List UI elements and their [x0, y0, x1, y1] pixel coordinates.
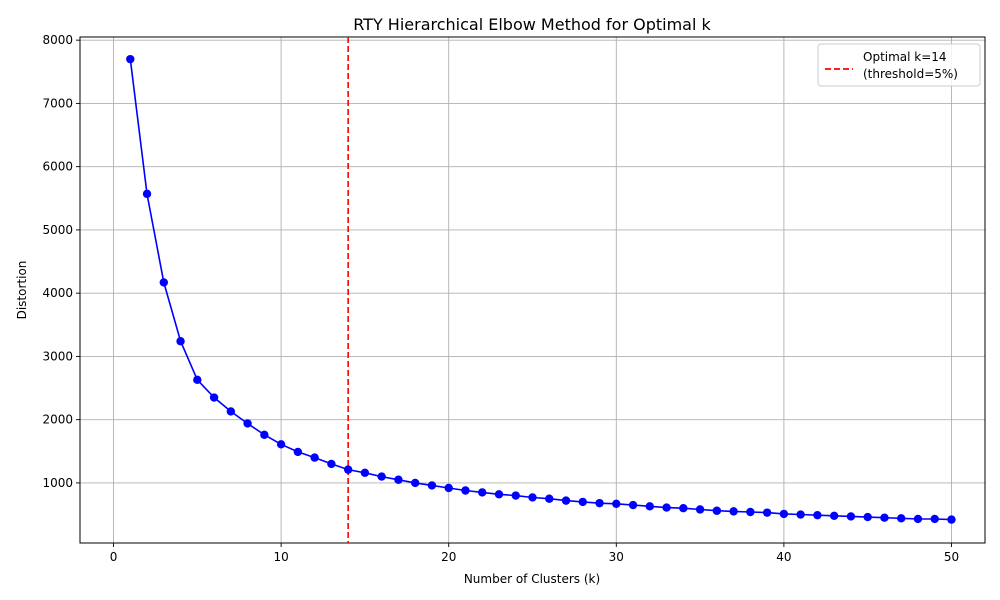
data-point — [343, 465, 353, 474]
distortion-line — [129, 59, 952, 521]
legend-label-line2: (threshold=5%) — [863, 67, 958, 81]
data-point — [293, 447, 303, 457]
legend-label-line1: Optimal k=14 — [863, 50, 947, 64]
x-tick-label: 10 — [273, 550, 288, 564]
data-point — [427, 481, 437, 490]
data-point — [561, 496, 571, 505]
data-point — [679, 504, 688, 513]
y-tick-label: 8000 — [42, 33, 73, 47]
data-point — [762, 508, 772, 517]
legend: Optimal k=14 (threshold=5%) — [817, 43, 981, 87]
axes-frame — [79, 36, 986, 544]
data-point — [880, 513, 889, 522]
data-point — [897, 514, 906, 523]
data-point — [712, 506, 722, 515]
data-point — [394, 475, 403, 484]
data-point — [846, 512, 856, 521]
legend-box — [817, 43, 981, 87]
data-point — [863, 512, 872, 522]
data-point — [913, 514, 923, 524]
data-point — [930, 514, 939, 524]
x-tick-label: 50 — [944, 550, 959, 564]
x-axis-label: Number of Clusters (k) — [464, 572, 600, 586]
data-point — [695, 505, 705, 514]
y-tick-label: 2000 — [42, 413, 73, 427]
data-point — [142, 189, 152, 199]
data-point — [226, 407, 236, 416]
data-point — [377, 472, 386, 481]
data-point — [410, 478, 420, 488]
x-tick-label: 30 — [609, 550, 624, 564]
data-point — [310, 453, 319, 462]
data-point — [779, 509, 789, 519]
grid-layer — [80, 37, 985, 543]
data-point — [595, 498, 604, 508]
y-tick-label: 4000 — [42, 286, 73, 300]
data-point — [176, 337, 185, 346]
data-point — [545, 494, 554, 503]
y-tick-label: 7000 — [42, 96, 73, 110]
chart-title: RTY Hierarchical Elbow Method for Optima… — [353, 15, 711, 34]
data-point — [612, 499, 621, 508]
x-tick-label: 0 — [110, 550, 118, 564]
y-tick-label: 1000 — [42, 476, 73, 490]
data-point — [159, 278, 168, 287]
data-point — [578, 497, 587, 507]
data-point — [628, 500, 638, 510]
x-tick-label: 40 — [776, 550, 791, 564]
data-point — [478, 488, 487, 497]
data-point — [729, 507, 738, 516]
data-point — [796, 510, 805, 519]
y-ticks: 1000 2000 3000 4000 5000 6000 7000 8000 — [42, 33, 80, 490]
y-axis-label: Distortion — [15, 261, 29, 320]
data-point — [645, 502, 655, 511]
data-point — [511, 491, 520, 500]
data-point — [746, 507, 755, 517]
data-point — [126, 54, 135, 64]
data-point — [947, 515, 956, 524]
data-point — [193, 375, 202, 385]
data-point — [528, 493, 537, 502]
y-tick-label: 6000 — [42, 160, 73, 174]
data-point — [360, 468, 370, 477]
data-point — [276, 440, 286, 449]
plot-area-border — [79, 36, 986, 544]
x-tick-label: 20 — [441, 550, 456, 564]
data-point — [461, 486, 470, 495]
data-point — [243, 419, 252, 428]
x-ticks: 0 10 20 30 40 50 — [110, 543, 959, 564]
y-tick-label: 3000 — [42, 349, 73, 363]
data-point — [494, 490, 504, 499]
data-point — [209, 393, 219, 402]
series-layer — [126, 54, 956, 524]
data-point — [327, 459, 336, 469]
data-point — [813, 510, 822, 520]
data-point — [829, 511, 839, 521]
data-point — [662, 503, 671, 512]
y-tick-label: 5000 — [42, 223, 73, 237]
data-point — [260, 430, 269, 440]
data-point — [444, 483, 453, 493]
